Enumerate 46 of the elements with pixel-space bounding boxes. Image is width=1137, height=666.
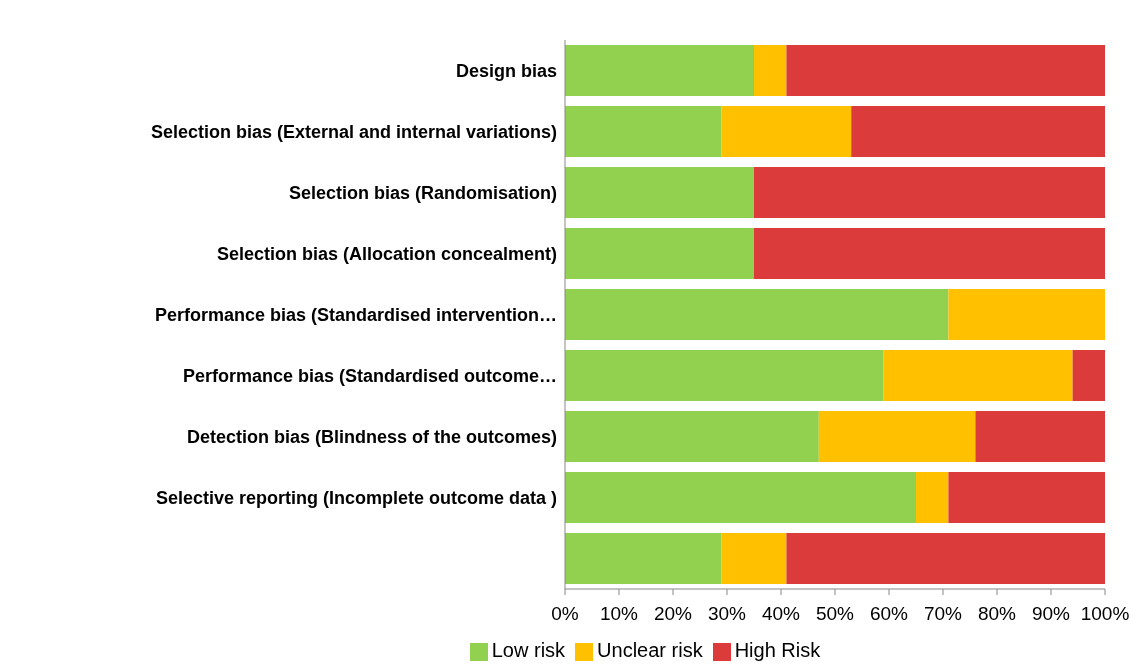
bar [948, 471, 1105, 523]
bar [565, 288, 949, 340]
bar [565, 349, 884, 401]
bar [818, 410, 976, 462]
x-tick-label: 20% [653, 603, 693, 625]
legend-label: Unclear risk [597, 639, 703, 661]
bar [786, 532, 1105, 584]
y-tick-label: Selection bias (Allocation concealment) [216, 243, 557, 264]
x-tick-label: 50% [815, 603, 855, 625]
y-tick-label: Performance bias (Standardised outcome… [182, 365, 557, 386]
bar [754, 166, 1105, 218]
x-tick-label: 60% [869, 603, 909, 625]
bar [565, 532, 722, 584]
bar [1072, 349, 1105, 401]
bar [883, 349, 1073, 401]
bar [721, 532, 787, 584]
legend-label: Low risk [491, 639, 566, 661]
x-tick-label: 10% [599, 603, 639, 625]
bar [754, 44, 787, 96]
bar [565, 410, 819, 462]
y-tick-label: Selection bias (Randomisation) [288, 182, 557, 203]
y-tick-label: Selective reporting (Incomplete outcome data ) [155, 487, 557, 508]
bar [565, 105, 722, 157]
bar [565, 166, 754, 218]
x-tick-label: 30% [707, 603, 747, 625]
x-tick-label: 80% [977, 603, 1017, 625]
bar [754, 227, 1105, 279]
bar [851, 105, 1105, 157]
bar [786, 44, 1105, 96]
bar [565, 227, 754, 279]
x-tick-label: 90% [1031, 603, 1071, 625]
y-tick-label: Design bias [455, 60, 557, 81]
bar [948, 288, 1105, 340]
bar [975, 410, 1105, 462]
x-tick-label: 0% [551, 603, 579, 625]
y-tick-label: Detection bias (Blindness of the outcomes) [186, 426, 557, 447]
bar [721, 105, 852, 157]
y-tick-label: Performance bias (Standardised intervention… [154, 304, 557, 325]
x-tick-label: 100% [1080, 603, 1130, 625]
y-tick-label: Selection bias (External and internal variations) [150, 121, 557, 142]
bar [916, 471, 949, 523]
x-tick-label: 70% [923, 603, 963, 625]
bar [565, 471, 916, 523]
x-tick-label: 40% [761, 603, 801, 625]
bar [565, 44, 754, 96]
legend-label: High Risk [734, 639, 821, 661]
